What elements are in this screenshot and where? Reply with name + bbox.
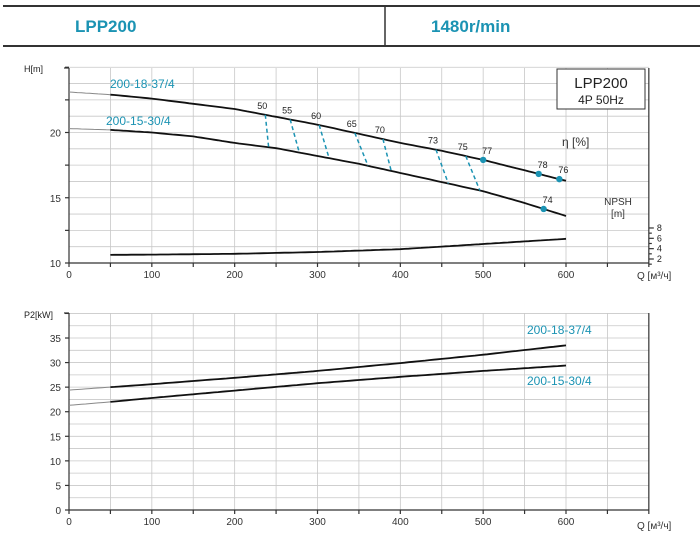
efficiency-label-50: 50 [257, 101, 267, 111]
x-tick-label: 200 [226, 517, 243, 528]
x-axis-label-power: Q [м³/ч] [637, 521, 672, 532]
efficiency-line-60 [318, 124, 330, 159]
efficiency-label-73: 73 [428, 136, 438, 146]
x-tick-label: 600 [558, 517, 575, 528]
power-plot: P2[kW] Q [м³/ч] 200-18-37/4 200-15-30/4 … [24, 310, 672, 532]
legend-box [556, 68, 646, 110]
x-tick-label: 600 [558, 270, 575, 281]
y-tick-label: 10 [50, 259, 62, 270]
head-curve-200-15-30/4 [110, 129, 567, 217]
y-tick-label: 0 [55, 506, 61, 517]
power-curve-200-18-37/4 [110, 344, 567, 388]
head-curve-extension [68, 91, 111, 96]
y-tick-label: 25 [50, 383, 62, 394]
x-tick-label: 300 [309, 270, 326, 281]
efficiency-point-label-78: 78 [538, 160, 548, 170]
header-model: LPP200 [75, 17, 136, 36]
efficiency-line-55 [289, 119, 300, 153]
power-series-label-200-15-30-4: 200-15-30/4 [527, 374, 592, 388]
y-axis-label-head: H[m] [24, 64, 43, 74]
y-tick-label: 15 [50, 194, 62, 205]
eta-label: η [%] [562, 135, 589, 149]
power-curve-extension [68, 386, 111, 391]
x-tick-label: 500 [475, 270, 492, 281]
y-tick-label: 15 [50, 432, 62, 443]
x-tick-label: 100 [143, 270, 160, 281]
x-tick-label: 400 [392, 517, 409, 528]
npsh-tick-label: 6 [657, 233, 662, 243]
efficiency-point-label-76: 76 [558, 165, 568, 175]
x-tick-label: 0 [66, 517, 72, 528]
y-tick-label: 30 [50, 359, 62, 370]
efficiency-point-76 [556, 175, 563, 183]
series-label-200-15-30-4: 200-15-30/4 [106, 114, 171, 128]
x-tick-label: 0 [66, 270, 72, 281]
series-label-200-18-37-4: 200-18-37/4 [110, 77, 175, 91]
efficiency-point-label-77: 77 [482, 146, 492, 156]
x-tick-label: 400 [392, 270, 409, 281]
npsh-axis-unit: [m] [611, 209, 625, 220]
npsh-tick-label: 4 [657, 244, 662, 254]
npsh-tick-label: 8 [657, 223, 662, 233]
npsh-tick-label: 2 [657, 254, 662, 264]
y-tick-label: 35 [50, 334, 62, 345]
npsh-axis-label: NPSH [604, 197, 632, 208]
efficiency-label-55: 55 [282, 106, 292, 116]
y-tick-label: 5 [55, 481, 61, 492]
head-plot-grid [64, 66, 654, 267]
head-curve-200-18-37/4 [110, 93, 567, 182]
y-tick-label: 20 [50, 129, 62, 140]
efficiency-label-75: 75 [458, 142, 468, 152]
efficiency-label-65: 65 [347, 119, 357, 129]
power-plot-marks: 0 100 200 300 400 500 600 0 5 10 15 20 25 30 35 [50, 334, 575, 528]
power-curve-extension [68, 401, 111, 406]
power-curve-200-15-30/4 [110, 364, 567, 403]
y-tick-label: 10 [50, 457, 62, 468]
x-tick-label: 200 [226, 270, 243, 281]
efficiency-point-74 [540, 205, 547, 213]
x-tick-label: 300 [309, 517, 326, 528]
efficiency-line-65 [354, 132, 369, 167]
efficiency-point-label-74: 74 [543, 195, 553, 205]
x-tick-label: 500 [475, 517, 492, 528]
y-axis-label-power: P2[kW] [24, 310, 53, 320]
power-plot-grid [64, 312, 650, 514]
head-curve-extension [68, 128, 111, 131]
x-axis-label-head: Q [м³/ч] [637, 271, 672, 282]
x-tick-label: 100 [143, 517, 160, 528]
efficiency-label-60: 60 [311, 111, 321, 121]
header-speed: 1480r/min [431, 17, 510, 36]
efficiency-line-75 [465, 155, 481, 191]
y-tick-label: 20 [50, 408, 62, 419]
header: LPP200 1480r/min [3, 5, 700, 47]
efficiency-line-70 [382, 138, 392, 172]
npsh-curve [110, 237, 567, 256]
efficiency-line-73 [435, 149, 450, 184]
efficiency-label-70: 70 [375, 125, 385, 135]
head-plot: H[m] NPSH [m] η [%] Q [м³/ч] LPP200 4P 5… [24, 64, 672, 282]
efficiency-point-78 [535, 170, 542, 178]
efficiency-point-77 [479, 156, 487, 164]
legend-box-subtitle: 4P 50Hz [578, 93, 624, 107]
legend-box-title: LPP200 [574, 75, 627, 92]
power-series-label-200-18-37-4: 200-18-37/4 [527, 323, 592, 337]
efficiency-line-50 [264, 114, 270, 148]
